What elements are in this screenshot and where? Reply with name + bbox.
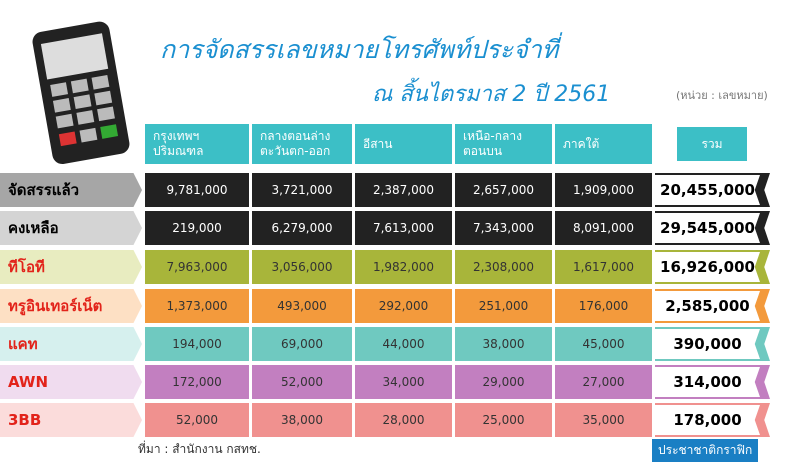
table-cell: 38,000	[252, 403, 352, 437]
row-label: คงเหลือ	[0, 211, 142, 245]
table-cell: 251,000	[455, 289, 552, 323]
total-value: 2,585,000	[655, 291, 760, 321]
total-value: 16,926,000	[655, 252, 760, 282]
header-line: ภาคใต้	[563, 136, 600, 151]
table-cell: 1,373,000	[145, 289, 249, 323]
table-cell: 29,000	[455, 365, 552, 399]
table-cell: 45,000	[555, 327, 652, 361]
header-line: ตอนบน	[463, 144, 503, 158]
table-cell: 1,617,000	[555, 250, 652, 284]
header-line: กรุงเทพฯ	[153, 129, 200, 143]
table-cell: 3,056,000	[252, 250, 352, 284]
phone-illustration	[32, 21, 130, 164]
table-cell: 35,000	[555, 403, 652, 437]
table-cell: 27,000	[555, 365, 652, 399]
table-cell: 194,000	[145, 327, 249, 361]
total-value: 390,000	[655, 329, 760, 359]
table-cell: 172,000	[145, 365, 249, 399]
table-cell: 3,721,000	[252, 173, 352, 207]
header-line: เหนือ-กลาง	[463, 129, 522, 143]
table-cell: 9,781,000	[145, 173, 249, 207]
header-line: รวม	[701, 136, 723, 151]
column-header: ภาคใต้	[555, 124, 652, 164]
table-cell: 1,909,000	[555, 173, 652, 207]
table-cell: 38,000	[455, 327, 552, 361]
table-cell: 176,000	[555, 289, 652, 323]
column-header: เหนือ-กลาง ตอนบน	[455, 124, 552, 164]
row-label: ทีโอที	[0, 250, 142, 284]
table-cell: 7,963,000	[145, 250, 249, 284]
table-cell: 6,279,000	[252, 211, 352, 245]
table-cell: 2,657,000	[455, 173, 552, 207]
table-cell: 2,585,000	[655, 289, 770, 323]
column-header: รวม	[677, 127, 747, 161]
table-cell: 25,000	[455, 403, 552, 437]
total-value: 20,455,000	[655, 175, 760, 205]
column-header: อีสาน	[355, 124, 452, 164]
title: การจัดสรรเลขหมายโทรศัพท์ประจำที่	[160, 35, 559, 64]
table-cell: 2,308,000	[455, 250, 552, 284]
table-cell: 28,000	[355, 403, 452, 437]
unit-note: (หน่วย : เลขหมาย)	[676, 89, 768, 102]
table-cell: 219,000	[145, 211, 249, 245]
table-cell: 52,000	[145, 403, 249, 437]
column-header: กรุงเทพฯ ปริมณฑล	[145, 124, 249, 164]
table-cell: 314,000	[655, 365, 770, 399]
table-cell: 69,000	[252, 327, 352, 361]
header-line: อีสาน	[363, 136, 393, 151]
table-cell: 29,545,000	[655, 211, 770, 245]
header-line: กลางตอนล่าง	[260, 129, 331, 143]
table-cell: 52,000	[252, 365, 352, 399]
row-label: AWN	[0, 365, 142, 399]
table-cell: 44,000	[355, 327, 452, 361]
table-cell: 292,000	[355, 289, 452, 323]
total-value: 29,545,000	[655, 213, 760, 243]
table-cell: 34,000	[355, 365, 452, 399]
table-cell: 8,091,000	[555, 211, 652, 245]
brand: ประชาชาติกราฟิก	[652, 439, 759, 462]
column-header: กลางตอนล่าง ตะวันตก-ออก	[252, 124, 352, 164]
subtitle: ณ สิ้นไตรมาส 2 ปี 2561	[372, 82, 611, 107]
row-label: ทรูอินเทอร์เน็ต	[0, 289, 142, 323]
source: ที่มา : สำนักงาน กสทช.	[138, 442, 261, 456]
row-label: จัดสรรแล้ว	[0, 173, 142, 207]
table-cell: 2,387,000	[355, 173, 452, 207]
table-cell: 16,926,000	[655, 250, 770, 284]
table-cell: 7,613,000	[355, 211, 452, 245]
table-cell: 493,000	[252, 289, 352, 323]
total-value: 178,000	[655, 405, 760, 435]
table-cell: 1,982,000	[355, 250, 452, 284]
table-cell: 390,000	[655, 327, 770, 361]
row-label: แคท	[0, 327, 142, 361]
row-label: 3BB	[0, 403, 142, 437]
table-cell: 7,343,000	[455, 211, 552, 245]
header-line: ตะวันตก-ออก	[260, 144, 331, 158]
total-value: 314,000	[655, 367, 760, 397]
table-cell: 20,455,000	[655, 173, 770, 207]
header-line: ปริมณฑล	[153, 144, 204, 158]
table-cell: 178,000	[655, 403, 770, 437]
